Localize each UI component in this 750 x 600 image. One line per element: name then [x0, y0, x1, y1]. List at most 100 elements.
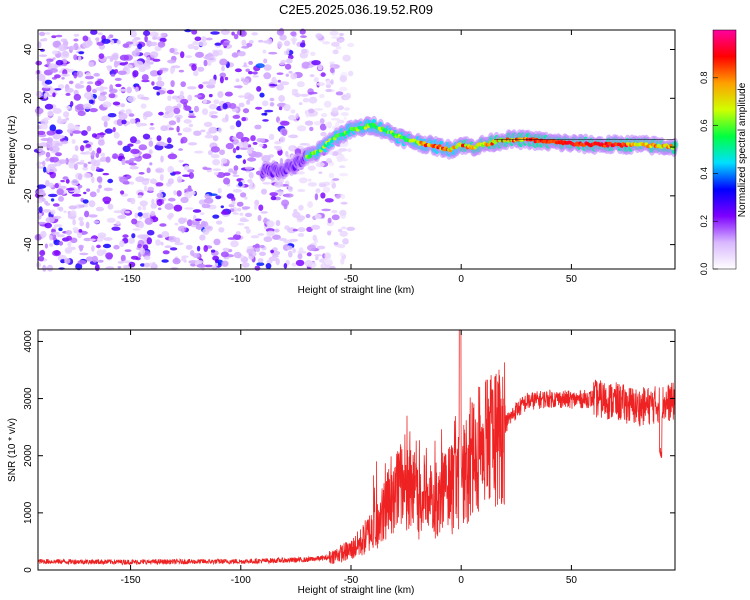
heatmap-noise-cell: [290, 31, 297, 36]
heatmap-noise-cell: [258, 39, 264, 43]
heatmap-noise-cell: [137, 43, 143, 50]
heatmap-noise-cell: [46, 141, 53, 149]
heatmap-noise-cell: [40, 138, 50, 141]
spectrogram-y-tick-label: -40: [23, 237, 34, 252]
heatmap-noise-cell: [276, 72, 284, 75]
heatmap-noise-cell: [98, 184, 102, 189]
heatmap-noise-cell: [140, 263, 146, 267]
heatmap-noise-cell: [207, 150, 213, 156]
heatmap-ridge-core: [363, 126, 368, 130]
heatmap-noise-cell: [210, 154, 220, 159]
heatmap-noise-cell: [246, 99, 251, 105]
heatmap-noise-cell: [170, 67, 175, 75]
heatmap-noise-cell: [73, 54, 78, 61]
heatmap-noise-cell: [142, 112, 151, 116]
heatmap-noise-cell: [324, 198, 334, 203]
heatmap-noise-cell: [180, 196, 189, 204]
colorbar-tick-label: 0.0: [699, 263, 709, 276]
heatmap-noise-cell: [326, 79, 331, 85]
heatmap-noise-cell: [86, 125, 92, 132]
heatmap-noise-cell: [57, 185, 67, 190]
heatmap-noise-cell: [95, 37, 99, 44]
heatmap-noise-cell: [328, 160, 333, 164]
heatmap-noise-cell: [83, 163, 88, 168]
heatmap-noise-cell: [56, 234, 65, 238]
heatmap-noise-cell: [184, 188, 193, 192]
heatmap-noise-cell: [52, 40, 61, 48]
heatmap-noise-cell: [43, 166, 47, 173]
heatmap-noise-cell: [299, 143, 310, 146]
heatmap-noise-cell: [320, 131, 327, 137]
heatmap-noise-cell: [231, 196, 236, 202]
heatmap-noise-cell: [208, 78, 217, 86]
heatmap-noise-cell: [336, 119, 345, 124]
heatmap-noise-cell: [298, 177, 308, 184]
heatmap-noise-cell: [164, 245, 172, 249]
heatmap-noise-cell: [68, 80, 74, 85]
heatmap-noise-cell: [209, 111, 218, 115]
heatmap-noise-cell: [233, 85, 243, 89]
heatmap-noise-cell: [115, 220, 121, 225]
heatmap-noise-cell: [134, 86, 139, 93]
colorbar-gradient: [712, 29, 737, 270]
heatmap-noise-cell: [232, 189, 243, 193]
heatmap-noise-cell: [203, 59, 208, 67]
heatmap-noise-cell: [201, 203, 211, 209]
heatmap-noise-cell: [216, 172, 226, 178]
snr-y-label: SNR (10 * v/v): [7, 418, 18, 482]
heatmap-noise-cell: [331, 151, 339, 157]
heatmap-noise-cell: [131, 233, 136, 239]
heatmap-noise-cell: [324, 252, 332, 260]
heatmap-noise-cell: [78, 229, 83, 233]
heatmap-noise-cell: [208, 126, 218, 134]
heatmap-noise-cell: [119, 54, 129, 61]
spectrogram-x-tick-label: 0: [458, 274, 464, 285]
heatmap-noise-cell: [43, 117, 51, 120]
heatmap-noise-cell: [147, 186, 154, 192]
heatmap-noise-cell: [55, 129, 63, 135]
heatmap-noise-cell: [181, 255, 189, 258]
heatmap-noise-cell: [150, 210, 156, 217]
heatmap-noise-cell: [117, 70, 127, 76]
spectrogram-y-tick-label: -20: [23, 188, 34, 203]
heatmap-noise-cell: [348, 70, 354, 77]
heatmap-noise-cell: [95, 87, 104, 91]
heatmap-noise-cell: [250, 135, 256, 142]
heatmap-noise-cell: [156, 92, 160, 96]
heatmap-noise-cell: [66, 235, 72, 241]
heatmap-noise-cell: [203, 121, 213, 128]
heatmap-noise-cell: [123, 264, 131, 269]
heatmap-noise-cell: [58, 241, 64, 246]
heatmap-noise-cell: [126, 41, 134, 45]
heatmap-noise-cell: [121, 158, 126, 165]
heatmap-noise-cell: [39, 123, 48, 130]
heatmap-noise-cell: [251, 32, 259, 36]
snr-x-label: Height of straight line (km): [298, 585, 415, 596]
heatmap-noise-cell: [304, 259, 313, 267]
heatmap-noise-cell: [60, 38, 68, 43]
spectrogram-x-tick-label: -50: [344, 274, 359, 285]
heatmap-noise-cell: [39, 54, 48, 57]
heatmap-noise-cell: [320, 192, 326, 199]
heatmap-noise-cell: [158, 111, 164, 116]
heatmap-noise-cell: [126, 95, 136, 103]
heatmap-noise-cell: [337, 228, 343, 233]
heatmap-noise-cell: [142, 133, 151, 140]
heatmap-noise-cell: [168, 120, 177, 126]
heatmap-noise-cell: [253, 204, 258, 210]
heatmap-noise-cell: [114, 69, 119, 74]
heatmap-noise-cell: [263, 64, 272, 71]
heatmap-noise-cell: [119, 240, 125, 248]
heatmap-noise-cell: [320, 72, 326, 77]
heatmap-noise-cell: [178, 148, 183, 151]
heatmap-noise-cell: [264, 109, 274, 113]
heatmap-noise-cell: [217, 187, 222, 194]
heatmap-noise-cell: [202, 167, 212, 170]
heatmap-noise-cell: [278, 95, 285, 102]
heatmap-noise-cell: [269, 83, 278, 87]
heatmap-noise-cell: [160, 155, 164, 163]
heatmap-noise-cell: [49, 234, 53, 241]
heatmap-noise-cell: [307, 182, 318, 187]
heatmap-noise-cell: [38, 255, 45, 262]
